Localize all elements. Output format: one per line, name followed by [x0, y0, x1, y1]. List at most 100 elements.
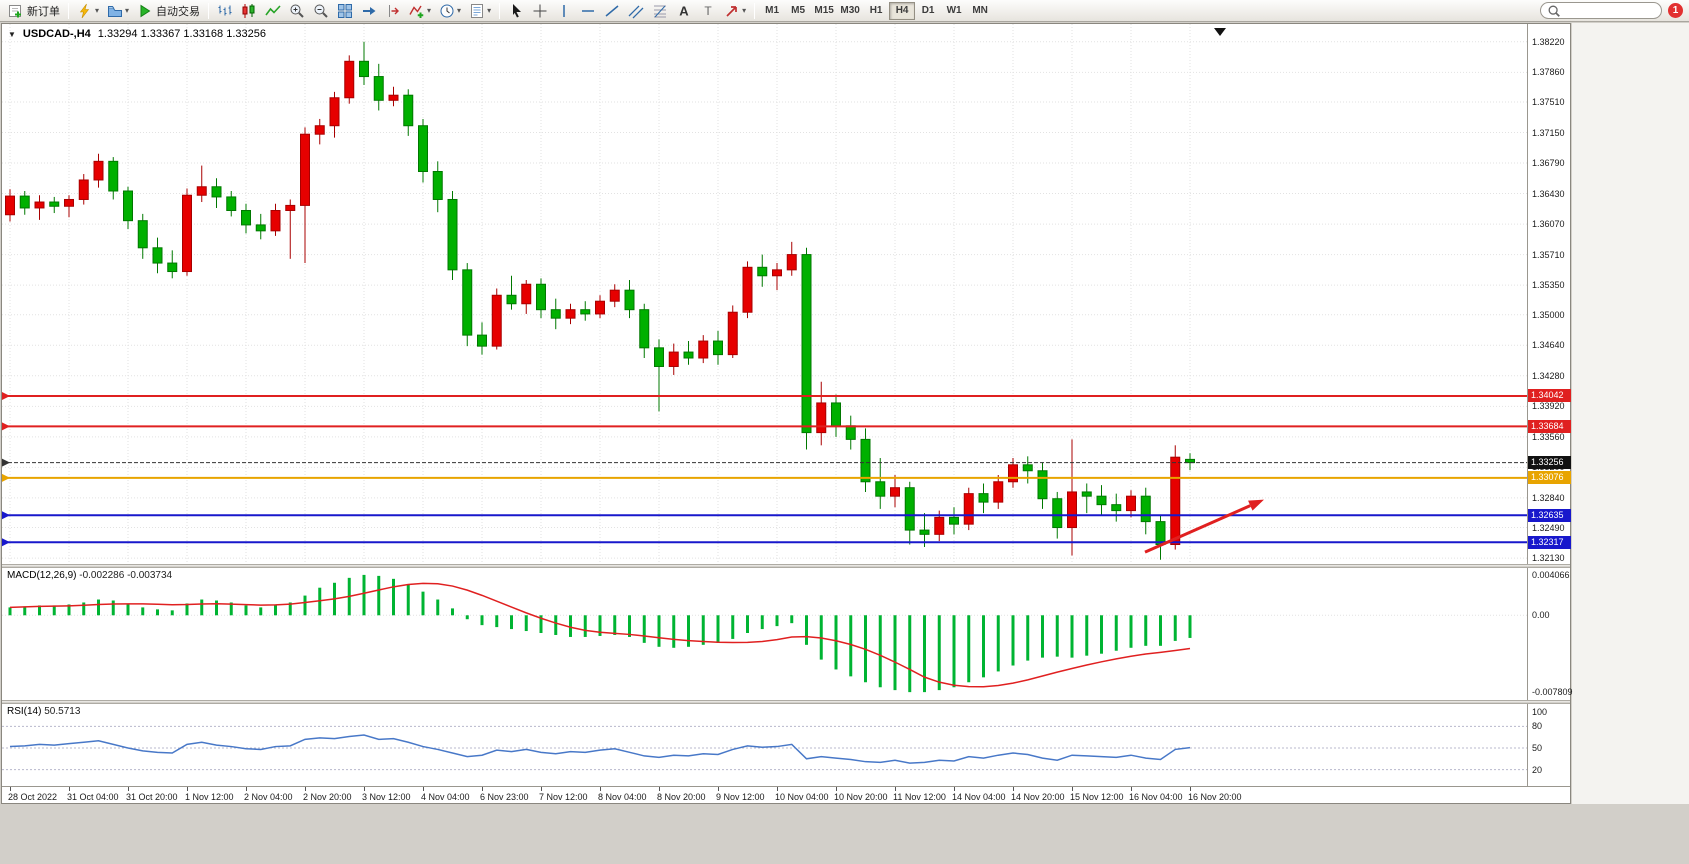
clock-icon [439, 3, 455, 19]
tile-windows-button[interactable] [333, 1, 357, 21]
candle-body [359, 60, 369, 78]
vertical-line-button[interactable] [552, 1, 576, 21]
auto-scroll-button[interactable] [357, 1, 381, 21]
shift-icon [385, 3, 401, 19]
chart-shift-marker[interactable] [1214, 28, 1226, 36]
trend-arrow-line[interactable] [1144, 504, 1251, 554]
profiles-icon [107, 3, 123, 19]
time-axis-tick [1072, 787, 1073, 791]
candle-body [963, 493, 974, 525]
price-chart-canvas[interactable] [2, 24, 1527, 564]
candle-body [668, 351, 679, 367]
pane-divider[interactable] [2, 564, 1570, 568]
new-chart-button[interactable]: ▾ [73, 1, 103, 21]
new-order-button[interactable]: 新订单 [4, 1, 64, 21]
price-axis-label: 1.36430 [1532, 188, 1565, 199]
horizontal-line-button[interactable] [576, 1, 600, 21]
label-button[interactable]: T [696, 1, 720, 21]
line-chart-mode-button[interactable] [261, 1, 285, 21]
zoom-in-button[interactable] [285, 1, 309, 21]
candle-body [934, 516, 945, 535]
bar-chart-mode-button[interactable] [213, 1, 237, 21]
chart-shift-button[interactable] [381, 1, 405, 21]
candle-body [698, 340, 709, 359]
price-axis[interactable]: 1.38220 1.37860 1.37510 1.37150 1.36790 1.364… [1527, 24, 1571, 564]
bars-icon [217, 3, 233, 19]
trend-arrow-head [1248, 499, 1264, 511]
candle-body [373, 76, 384, 101]
time-axis-label: 2 Nov 04:00 [244, 792, 293, 802]
rsi-name: RSI(14) [7, 706, 42, 717]
time-axis-label: 8 Nov 04:00 [598, 792, 647, 802]
timeframe-h4-button[interactable]: H4 [889, 1, 916, 20]
templates-button[interactable]: ▾ [465, 1, 495, 21]
timeframe-h1-button[interactable]: H1 [869, 5, 883, 16]
crosshair-button[interactable] [528, 1, 552, 21]
dropdown-caret-icon: ▾ [125, 6, 130, 15]
candle-body [314, 125, 325, 135]
time-axis-label: 28 Oct 2022 [8, 792, 58, 802]
timeframe-mn-button[interactable]: MN [972, 5, 988, 16]
timeframe-m15-button[interactable]: M15 [814, 5, 834, 16]
time-axis-tick [718, 787, 719, 791]
time-axis-label: 10 Nov 04:00 [775, 792, 829, 802]
rsi-axis: 100 80 50 20 [1527, 704, 1570, 786]
auto-trading-label: 自动交易 [156, 5, 201, 18]
timeframe-w1-button[interactable]: W1 [946, 5, 962, 16]
candle-body [19, 195, 30, 209]
fibo-icon [652, 3, 668, 19]
candle-body [624, 289, 635, 311]
channel-button[interactable] [624, 1, 648, 21]
auto-trading-button[interactable]: 自动交易 [133, 1, 204, 21]
arrows-button[interactable]: ▾ [720, 1, 750, 21]
dropdown-caret-icon: ▾ [742, 6, 747, 15]
autoscroll-icon [361, 3, 377, 19]
toolbar-separator [208, 2, 210, 19]
time-axis-tick [1131, 787, 1132, 791]
pane-divider[interactable] [2, 700, 1570, 704]
candle-body [403, 94, 414, 127]
time-axis-label: 8 Nov 20:00 [657, 792, 706, 802]
cursor-button[interactable] [504, 1, 528, 21]
candle-body [786, 254, 797, 271]
indicators-button[interactable]: ▾ [405, 1, 435, 21]
timeframe-m1-button[interactable]: M1 [765, 5, 780, 16]
price-level-badge: 1.34042 [1528, 389, 1571, 403]
text-button[interactable]: A [672, 1, 696, 21]
trendline-button[interactable] [600, 1, 624, 21]
time-axis-label: 7 Nov 12:00 [539, 792, 588, 802]
timeframe-d1-button[interactable]: D1 [921, 5, 935, 16]
time-axis-tick [777, 787, 778, 791]
candle-body [609, 289, 620, 302]
periods-button[interactable]: ▾ [435, 1, 465, 21]
timeframe-m30-button[interactable]: M30 [840, 5, 860, 16]
price-axis-label: 1.37510 [1532, 96, 1565, 107]
macd-pane-canvas[interactable] [2, 568, 1527, 700]
toolbar: 新订单 ▾ ▾ 自动交易 ▾ ▾ ▾ A T ▾ M1 M5 M15 M30 H1 H4 D1 W1 MN 1 [0, 0, 1689, 22]
time-axis-tick [600, 787, 601, 791]
time-axis[interactable]: 28 Oct 2022 31 Oct 04:00 31 Oct 20:00 1 Nov… [2, 786, 1570, 803]
time-axis-tick [482, 787, 483, 791]
rsi-pane-canvas[interactable] [2, 704, 1527, 786]
candle-body [875, 481, 886, 497]
candle-body [64, 198, 74, 207]
line-icon [265, 3, 281, 19]
search-box[interactable] [1540, 2, 1662, 19]
candle-body [1008, 464, 1018, 483]
search-input[interactable] [1565, 5, 1657, 16]
time-axis-tick [895, 787, 896, 791]
macd-axis: 0.004066 0.00 -0.007809 [1527, 568, 1573, 700]
macd-axis-label: -0.007809 [1532, 687, 1573, 698]
candle-body [78, 179, 89, 200]
time-axis-tick [10, 787, 11, 791]
svg-text:A: A [679, 3, 689, 18]
candle-body [845, 425, 856, 440]
candle-chart-mode-button[interactable] [237, 1, 261, 21]
fibonacci-button[interactable] [648, 1, 672, 21]
price-axis-label: 1.33920 [1532, 401, 1565, 412]
profiles-button[interactable]: ▾ [103, 1, 133, 21]
zoom-out-button[interactable] [309, 1, 333, 21]
notification-badge[interactable]: 1 [1668, 3, 1683, 18]
chart-menu-icon[interactable]: ▼ [8, 29, 16, 39]
timeframe-m5-button[interactable]: M5 [791, 5, 806, 16]
